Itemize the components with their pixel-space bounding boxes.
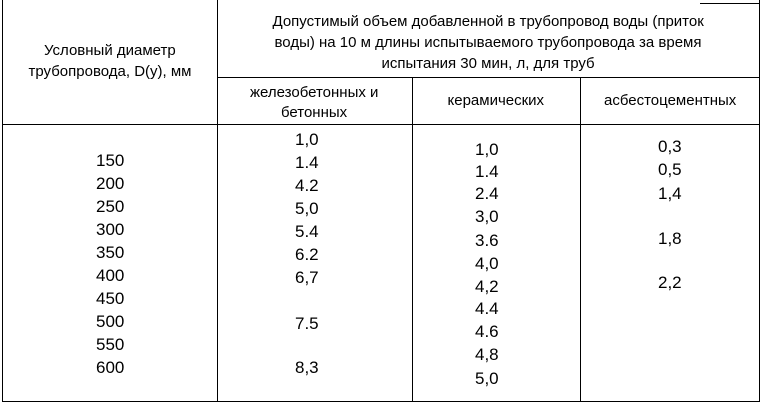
cell-text: 6.2 [295, 245, 319, 264]
cell-text: 550 [96, 335, 125, 354]
cell-text: 2.4 [475, 184, 499, 203]
cell-text: 350 [96, 243, 125, 262]
cell-text: 1,4 [658, 184, 682, 203]
border [700, 3, 760, 4]
cell-text: 6,7 [295, 268, 319, 287]
cell-text: испытания 30 мин, л, для труб [381, 55, 595, 72]
cell-text: 0,3 [658, 137, 682, 156]
cell-text: 8,3 [295, 358, 319, 377]
cell-text: воды) на 10 м длины испытываемого трубоп… [274, 34, 702, 51]
cell-text: 1.4 [475, 162, 499, 181]
cell-text: 0,5 [658, 160, 682, 179]
cell-text: 3,0 [475, 207, 499, 226]
cell-text: 400 [96, 266, 125, 285]
cell-text: Допустимый объем добавленной в трубопров… [272, 13, 704, 30]
cell-text: Условный диаметр [44, 42, 176, 59]
cell-text: 4,8 [475, 345, 499, 364]
cell-text: бетонных [281, 104, 348, 121]
cell-text: 250 [96, 197, 125, 216]
cell-text: 4.2 [295, 176, 319, 195]
cell-text: асбестоцементных [604, 92, 737, 109]
cell-text: 1,8 [658, 229, 682, 248]
cell-text: керамических [447, 92, 545, 109]
cell-text: 4,0 [475, 254, 499, 273]
border [759, 0, 760, 402]
cell-text: 5,0 [295, 199, 319, 218]
cell-text: 5.4 [295, 222, 319, 241]
cell-text: железобетонных и [250, 84, 379, 101]
cell-text: 4.4 [475, 299, 499, 318]
cell-text: 300 [96, 220, 125, 239]
cell-text: 4,2 [475, 277, 499, 296]
cell-text: трубопровода, D(у), мм [28, 63, 192, 80]
border [217, 0, 218, 402]
border [2, 0, 3, 402]
border [412, 77, 413, 402]
cell-text: 500 [96, 312, 125, 331]
border [2, 124, 760, 125]
cell-text: 1,0 [475, 140, 499, 159]
cell-text: 2,2 [658, 273, 682, 292]
cell-text: 600 [96, 358, 125, 377]
border [217, 77, 760, 78]
cell-text: 7.5 [295, 314, 319, 333]
cell-text: 1,0 [295, 130, 319, 149]
cell-text: 200 [96, 174, 125, 193]
border [2, 401, 760, 402]
cell-text: 450 [96, 289, 125, 308]
cell-text: 150 [96, 151, 125, 170]
border [580, 77, 581, 402]
cell-text: 4.6 [475, 322, 499, 341]
cell-text: 1.4 [295, 153, 319, 172]
cell-text: 5,0 [475, 369, 499, 388]
cell-text: 3.6 [475, 231, 499, 250]
